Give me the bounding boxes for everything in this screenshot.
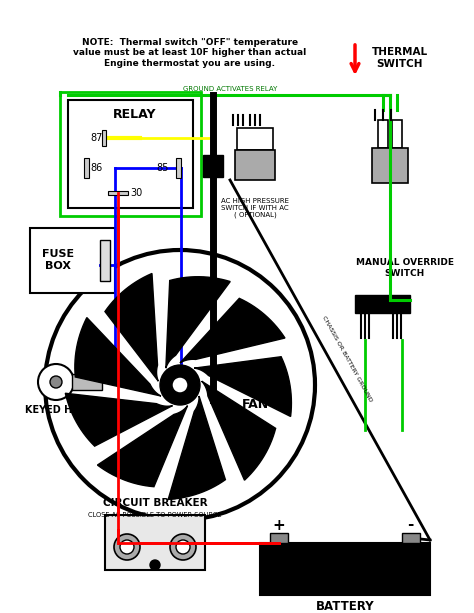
Circle shape bbox=[50, 376, 62, 388]
Polygon shape bbox=[98, 406, 188, 487]
Text: +: + bbox=[273, 517, 285, 533]
Bar bbox=[176, 158, 181, 178]
Bar bbox=[402, 533, 420, 543]
Circle shape bbox=[160, 365, 200, 405]
Text: FUSE
BOX: FUSE BOX bbox=[42, 249, 74, 271]
Polygon shape bbox=[166, 276, 230, 368]
Text: RELAY: RELAY bbox=[113, 107, 156, 121]
Polygon shape bbox=[180, 299, 285, 363]
Bar bbox=[378, 120, 388, 148]
Circle shape bbox=[176, 540, 190, 554]
Circle shape bbox=[150, 560, 160, 570]
Bar bbox=[84, 158, 89, 178]
Circle shape bbox=[120, 540, 134, 554]
Text: 85: 85 bbox=[156, 163, 168, 173]
Circle shape bbox=[45, 250, 315, 520]
Text: KEYED HOT ( + ): KEYED HOT ( + ) bbox=[25, 405, 115, 415]
Bar bbox=[68, 100, 193, 208]
Text: GROUND ACTIVATES RELAY: GROUND ACTIVATES RELAY bbox=[183, 86, 277, 92]
Text: AC HIGH PRESSURE
SWITCH IF WITH AC
( OPTIONAL): AC HIGH PRESSURE SWITCH IF WITH AC ( OPT… bbox=[221, 198, 289, 218]
Bar bbox=[392, 120, 402, 148]
Bar bbox=[105, 515, 205, 570]
Polygon shape bbox=[105, 273, 158, 381]
Text: 87: 87 bbox=[90, 133, 102, 143]
Text: BATTERY: BATTERY bbox=[316, 601, 374, 613]
Bar bbox=[237, 128, 273, 150]
Bar bbox=[372, 148, 408, 183]
Polygon shape bbox=[201, 381, 276, 480]
Polygon shape bbox=[168, 396, 226, 500]
Bar bbox=[108, 191, 128, 195]
Bar bbox=[60, 92, 201, 216]
Bar bbox=[203, 155, 223, 177]
Text: CLOSE AS POSSIBLE TO POWER SOURCE: CLOSE AS POSSIBLE TO POWER SOURCE bbox=[88, 512, 222, 518]
Text: -: - bbox=[407, 517, 413, 533]
Bar bbox=[72, 374, 102, 390]
Circle shape bbox=[38, 364, 74, 400]
Bar bbox=[102, 130, 106, 146]
Text: 86: 86 bbox=[90, 163, 102, 173]
Text: 30: 30 bbox=[130, 188, 142, 198]
Polygon shape bbox=[194, 357, 292, 416]
Circle shape bbox=[114, 534, 140, 560]
Circle shape bbox=[170, 534, 196, 560]
Bar bbox=[270, 533, 288, 543]
Bar bbox=[30, 228, 115, 293]
Text: NOTE:  Thermal switch "OFF" temperature
value must be at least 10F higher than a: NOTE: Thermal switch "OFF" temperature v… bbox=[73, 38, 307, 68]
Bar bbox=[260, 543, 430, 595]
Bar bbox=[355, 295, 410, 313]
Text: CIRCUIT BREAKER: CIRCUIT BREAKER bbox=[103, 498, 207, 508]
Bar bbox=[235, 150, 275, 180]
Text: FAN: FAN bbox=[241, 398, 269, 411]
Text: MANUAL OVERRIDE
SWITCH: MANUAL OVERRIDE SWITCH bbox=[356, 258, 454, 278]
Text: CHASSIS OR BATTERY GROUND: CHASSIS OR BATTERY GROUND bbox=[321, 315, 373, 403]
Text: THERMAL
SWITCH: THERMAL SWITCH bbox=[372, 47, 428, 69]
Polygon shape bbox=[65, 394, 173, 446]
Bar bbox=[100, 240, 110, 281]
Polygon shape bbox=[75, 318, 161, 396]
Circle shape bbox=[172, 377, 188, 393]
